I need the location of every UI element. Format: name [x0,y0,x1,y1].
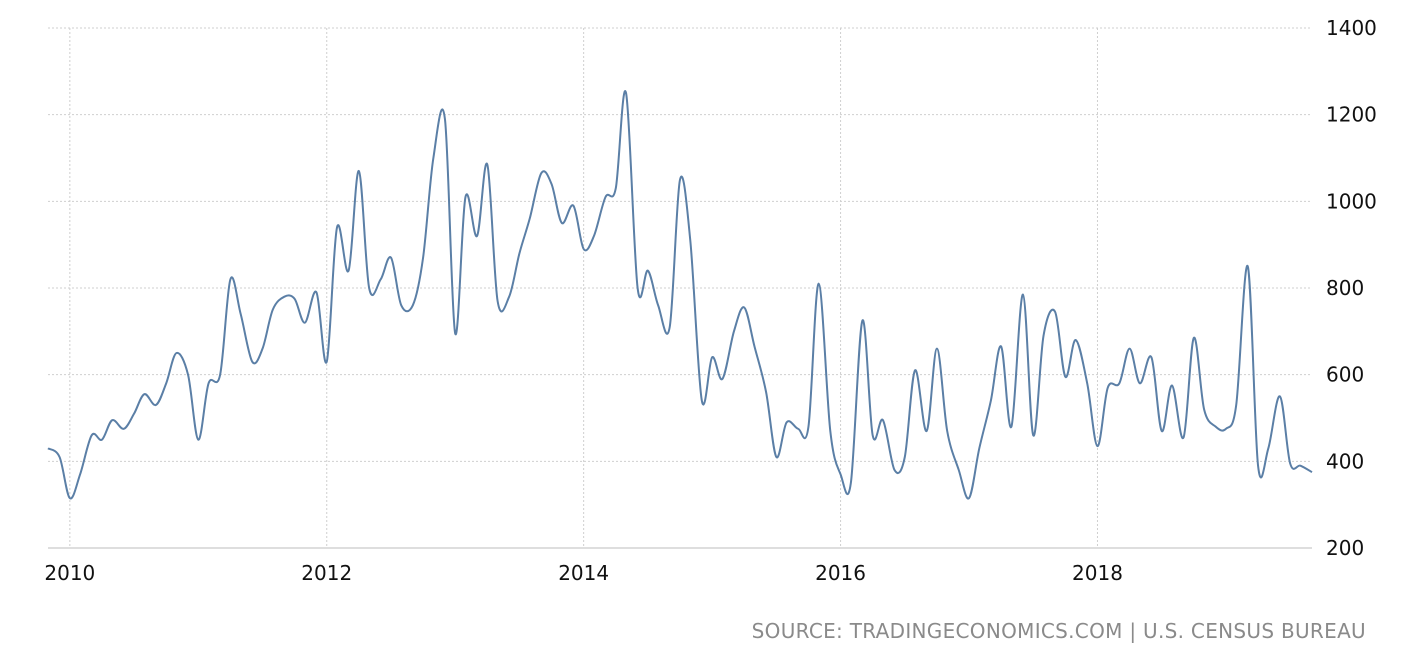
series-line [47,90,1313,500]
x-tick-label: 2018 [1072,561,1123,585]
y-tick-label: 1000 [1326,189,1377,213]
y-tick-label: 600 [1326,363,1364,387]
y-tick-label: 1400 [1326,16,1377,40]
x-tick-label: 2014 [558,561,609,585]
y-axis-tick-labels: 200 400 600 800 1000 1200 1400 [1326,16,1377,560]
source-attribution: SOURCE: TRADINGECONOMICS.COM | U.S. CENS… [751,619,1366,643]
x-tick-label: 2010 [44,561,95,585]
x-tick-label: 2016 [815,561,866,585]
horizontal-gridlines [48,27,1312,462]
y-tick-label: 400 [1326,449,1364,473]
y-tick-label: 1200 [1326,103,1377,127]
vertical-gridlines [69,28,1098,548]
x-axis-tick-labels: 2010 2012 2014 2016 2018 [44,561,1123,585]
y-tick-label: 800 [1326,276,1364,300]
y-tick-label: 200 [1326,536,1364,560]
x-tick-label: 2012 [301,561,352,585]
